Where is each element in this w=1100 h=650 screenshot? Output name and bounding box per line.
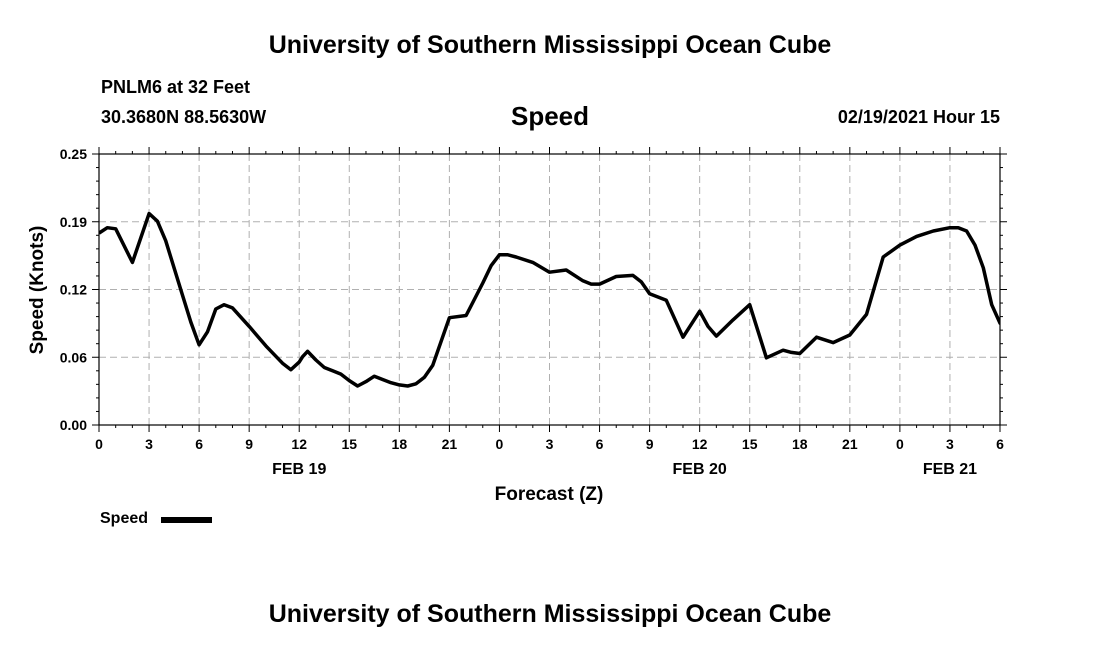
- plot-frame: [98, 153, 1001, 426]
- legend-label: Speed: [100, 510, 149, 527]
- datestamp-label: 02/19/2021 Hour 15: [837, 107, 1000, 127]
- parameter-title: Speed: [510, 101, 590, 131]
- x-tick-label: 6: [195, 436, 203, 452]
- x-tick-label: 9: [245, 436, 253, 452]
- x-tick-label: 6: [596, 436, 604, 452]
- y-tick-label: 0.19: [60, 214, 87, 230]
- date-labels: FEB 19 FEB 20 FEB 21: [272, 461, 977, 478]
- date-label: FEB 19: [272, 461, 326, 478]
- x-tick-label: 12: [291, 436, 307, 452]
- coordinates-label: 30.3680N 88.5630W: [101, 107, 267, 127]
- x-tick-label: 3: [145, 436, 153, 452]
- x-tick-label: 21: [842, 436, 858, 452]
- x-tick-label: 0: [496, 436, 504, 452]
- x-tick-label: 15: [742, 436, 758, 452]
- y-tick-label: 0.00: [60, 417, 87, 433]
- legend-swatch: [161, 517, 212, 523]
- y-tick-labels: 0.00 0.06 0.12 0.19 0.25: [60, 146, 87, 433]
- x-tick-label: 15: [341, 436, 357, 452]
- x-tick-label: 0: [896, 436, 904, 452]
- x-tick-label: 3: [546, 436, 554, 452]
- x-tick-label: 21: [442, 436, 458, 452]
- x-tick-labels: 0 3 6 9 12 15 18 21 0 3 6 9 12 15 18 21 0 3 6: [95, 436, 1004, 452]
- footer-title: University of Southern Mississippi Ocean…: [268, 600, 832, 628]
- y-tick-label: 0.06: [60, 349, 87, 365]
- x-tick-label: 9: [646, 436, 654, 452]
- x-tick-label: 6: [996, 436, 1004, 452]
- grid-lines: [99, 154, 1000, 425]
- x-tick-label: 0: [95, 436, 103, 452]
- y-tick-label: 0.25: [60, 146, 87, 162]
- x-tick-label: 18: [392, 436, 408, 452]
- x-tick-label: 18: [792, 436, 808, 452]
- date-label: FEB 21: [923, 461, 977, 478]
- chart-title: University of Southern Mississippi Ocean…: [268, 31, 832, 59]
- x-tick-label: 3: [946, 436, 954, 452]
- x-axis-label: Forecast (Z): [495, 484, 604, 505]
- station-label: PNLM6 at 32 Feet: [101, 77, 251, 97]
- speed-series-line: [99, 211, 1000, 388]
- y-tick-label: 0.12: [60, 282, 87, 298]
- x-tick-label: 12: [692, 436, 708, 452]
- y-axis-label: Speed (Knots): [27, 226, 48, 355]
- date-label: FEB 20: [673, 461, 727, 478]
